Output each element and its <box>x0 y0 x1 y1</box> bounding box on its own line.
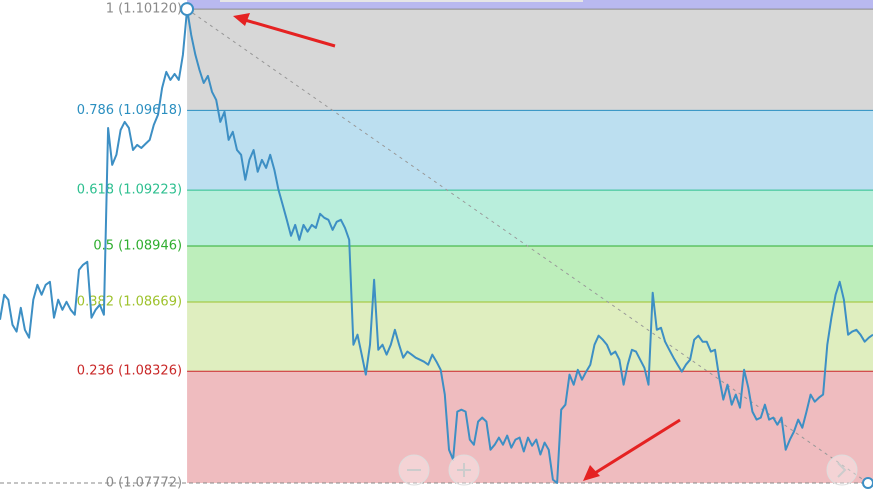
next-button[interactable] <box>826 454 858 486</box>
top-strip <box>220 0 583 2</box>
fib-level-label: 0.618 (1.09223) <box>77 183 182 198</box>
fib-level-label: 0 (1.07772) <box>106 476 182 491</box>
zoom-out-button[interactable] <box>398 454 430 486</box>
fib-zone <box>187 246 873 302</box>
arrow <box>233 13 336 48</box>
anchor-handle <box>180 2 195 17</box>
fib-zone <box>187 371 873 484</box>
fib-zone <box>187 9 873 111</box>
zoom-in-button[interactable] <box>448 454 480 486</box>
fib-level-label: 0.236 (1.08326) <box>77 364 182 379</box>
fib-zone <box>187 110 873 191</box>
anchor-handle <box>862 477 873 490</box>
fib-level-label: 0.5 (1.08946) <box>93 239 182 254</box>
fib-level-label: 0.382 (1.08669) <box>77 294 182 309</box>
fib-zone <box>187 301 873 372</box>
arrow <box>583 418 681 481</box>
trend-line <box>186 8 869 484</box>
fib-level-label: 0.786 (1.09618) <box>77 103 182 118</box>
price-line <box>0 8 873 484</box>
fib-level-label: 1 (1.10120) <box>106 2 182 17</box>
top-band <box>187 0 873 10</box>
fib-zone <box>187 190 873 247</box>
overlay <box>220 0 858 486</box>
